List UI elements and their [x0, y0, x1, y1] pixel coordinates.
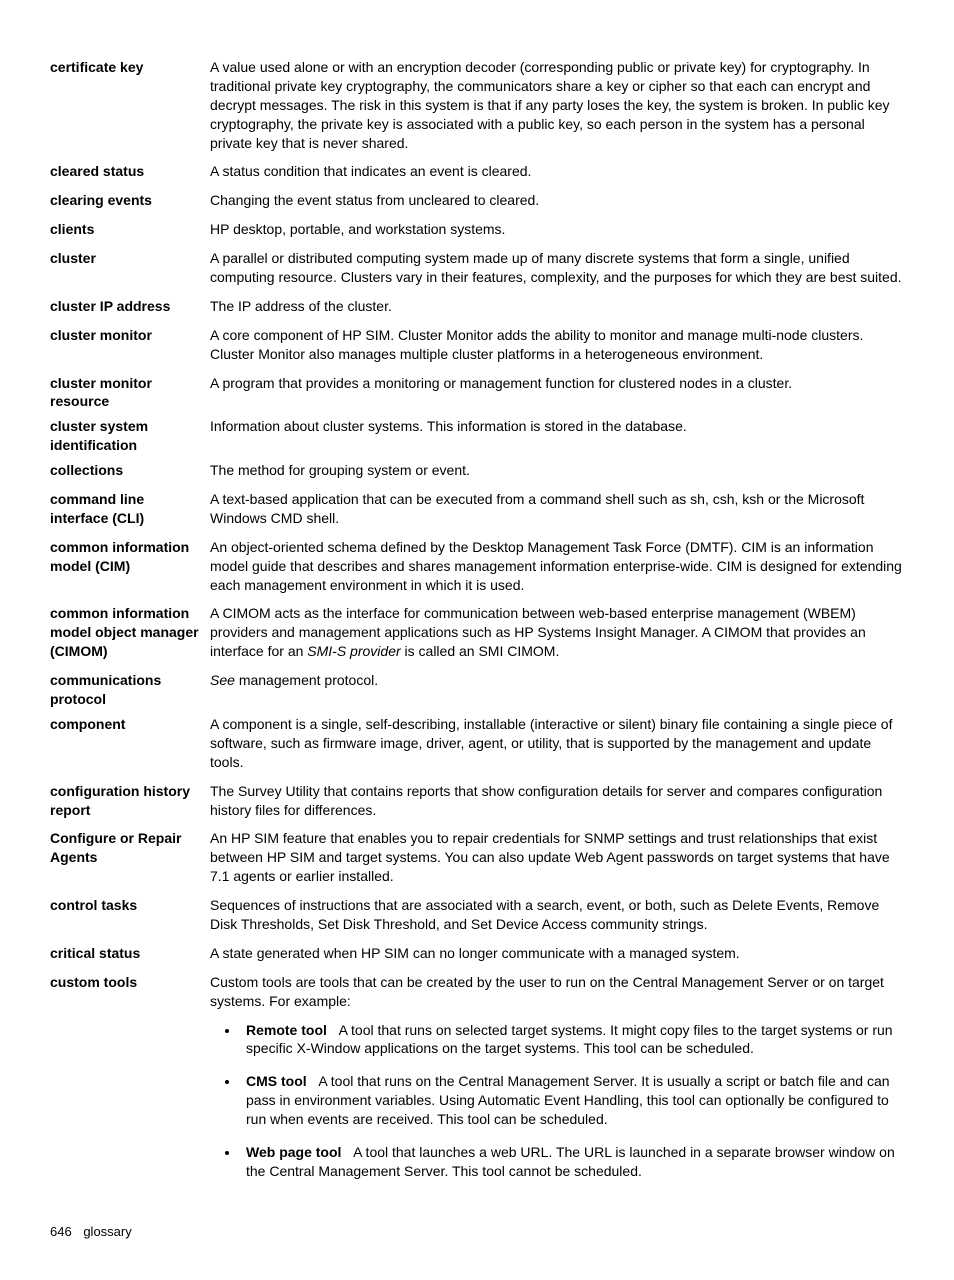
glossary-definition: A value used alone or with an encryption… [210, 58, 904, 156]
definition-text: The method for grouping system or event. [210, 461, 904, 480]
bullet-lead: CMS tool [246, 1073, 307, 1089]
page-number: 646 [50, 1223, 72, 1241]
bullet-text: A tool that runs on the Central Manageme… [246, 1073, 890, 1127]
bullet-list: Remote tool A tool that runs on selected… [210, 1021, 904, 1181]
definition-text: A text-based application that can be exe… [210, 490, 904, 528]
glossary-term: control tasks [50, 896, 210, 915]
definition-text: A status condition that indicates an eve… [210, 162, 904, 181]
bullet-text: A tool that runs on selected target syst… [246, 1022, 893, 1057]
see-label: See [210, 672, 235, 688]
glossary-entry: control tasksSequences of instructions t… [50, 896, 904, 938]
glossary-definition: The IP address of the cluster. [210, 297, 904, 320]
see-target: management protocol. [239, 672, 378, 688]
glossary-definition: Information about cluster systems. This … [210, 417, 904, 440]
glossary-term: communications protocol [50, 671, 210, 709]
bullet-item: CMS tool A tool that runs on the Central… [240, 1072, 904, 1129]
glossary-entry: common information model (CIM)An object-… [50, 538, 904, 599]
glossary-definition: HP desktop, portable, and workstation sy… [210, 220, 904, 243]
glossary-definition: An HP SIM feature that enables you to re… [210, 829, 904, 890]
glossary-term: Configure or Repair Agents [50, 829, 210, 867]
inline-link[interactable]: SMI-S provider [307, 643, 400, 659]
glossary-entry: configuration history reportThe Survey U… [50, 782, 904, 824]
glossary-definition: Custom tools are tools that can be creat… [210, 973, 904, 1195]
glossary-definition: Sequences of instructions that are assoc… [210, 896, 904, 938]
definition-text-post: is called an SMI CIMOM. [401, 643, 560, 659]
glossary-definition: A CIMOM acts as the interface for commun… [210, 604, 904, 665]
glossary-term: cluster monitor resource [50, 374, 210, 412]
definition-text: A state generated when HP SIM can no lon… [210, 944, 904, 963]
glossary-term: cluster [50, 249, 210, 268]
glossary-term: certificate key [50, 58, 210, 77]
definition-text: An HP SIM feature that enables you to re… [210, 829, 904, 886]
glossary-entry: collectionsThe method for grouping syste… [50, 461, 904, 484]
bullet-lead: Remote tool [246, 1022, 327, 1038]
glossary-definition: A parallel or distributed computing syst… [210, 249, 904, 291]
glossary-entry: cluster monitor resourceA program that p… [50, 374, 904, 412]
glossary-definition: A text-based application that can be exe… [210, 490, 904, 532]
glossary-definition: A core component of HP SIM. Cluster Moni… [210, 326, 904, 368]
glossary-term: common information model object manager … [50, 604, 210, 661]
glossary-term: clients [50, 220, 210, 239]
glossary-entry: componentA component is a single, self-d… [50, 715, 904, 776]
glossary-entry: cluster system identificationInformation… [50, 417, 904, 455]
glossary-term: critical status [50, 944, 210, 963]
glossary-term: collections [50, 461, 210, 480]
definition-text: A value used alone or with an encryption… [210, 58, 904, 152]
glossary-term: cluster system identification [50, 417, 210, 455]
glossary-definition: A component is a single, self-describing… [210, 715, 904, 776]
bullet-item: Web page tool A tool that launches a web… [240, 1143, 904, 1181]
glossary-entry: clientsHP desktop, portable, and worksta… [50, 220, 904, 243]
definition-text: A component is a single, self-describing… [210, 715, 904, 772]
glossary-definition: A program that provides a monitoring or … [210, 374, 904, 397]
glossary-entry: communications protocolSee management pr… [50, 671, 904, 709]
glossary-entry: custom toolsCustom tools are tools that … [50, 973, 904, 1195]
glossary-entry: cluster IP addressThe IP address of the … [50, 297, 904, 320]
glossary-entry: certificate keyA value used alone or wit… [50, 58, 904, 156]
definition-text: HP desktop, portable, and workstation sy… [210, 220, 904, 239]
definition-text: An object-oriented schema defined by the… [210, 538, 904, 595]
glossary-definition: A status condition that indicates an eve… [210, 162, 904, 185]
glossary-entry: clusterA parallel or distributed computi… [50, 249, 904, 291]
definition-text: A parallel or distributed computing syst… [210, 249, 904, 287]
glossary-entry: critical statusA state generated when HP… [50, 944, 904, 967]
glossary-definition: Changing the event status from uncleared… [210, 191, 904, 214]
definition-text: Custom tools are tools that can be creat… [210, 973, 904, 1011]
glossary-term: configuration history report [50, 782, 210, 820]
glossary-entry: Configure or Repair AgentsAn HP SIM feat… [50, 829, 904, 890]
glossary-term: command line interface (CLI) [50, 490, 210, 528]
glossary-term: cluster monitor [50, 326, 210, 345]
glossary-entry: cleared statusA status condition that in… [50, 162, 904, 185]
definition-text: Information about cluster systems. This … [210, 417, 904, 436]
definition-text: A program that provides a monitoring or … [210, 374, 904, 393]
glossary-definition: See management protocol. [210, 671, 904, 694]
glossary-term: cleared status [50, 162, 210, 181]
glossary-definition: A state generated when HP SIM can no lon… [210, 944, 904, 967]
glossary-term: clearing events [50, 191, 210, 210]
page-footer: 646 glossary [50, 1223, 904, 1241]
definition-text: The Survey Utility that contains reports… [210, 782, 904, 820]
glossary-definition: An object-oriented schema defined by the… [210, 538, 904, 599]
definition-text: A core component of HP SIM. Cluster Moni… [210, 326, 904, 364]
bullet-text: A tool that launches a web URL. The URL … [246, 1144, 895, 1179]
definition-text: Sequences of instructions that are assoc… [210, 896, 904, 934]
glossary-entry: common information model object manager … [50, 604, 904, 665]
bullet-lead: Web page tool [246, 1144, 341, 1160]
glossary-list: certificate keyA value used alone or wit… [50, 58, 904, 1195]
glossary-entry: clearing eventsChanging the event status… [50, 191, 904, 214]
glossary-term: common information model (CIM) [50, 538, 210, 576]
glossary-entry: cluster monitorA core component of HP SI… [50, 326, 904, 368]
glossary-definition: The method for grouping system or event. [210, 461, 904, 484]
glossary-term: cluster IP address [50, 297, 210, 316]
glossary-term: component [50, 715, 210, 734]
glossary-definition: The Survey Utility that contains reports… [210, 782, 904, 824]
glossary-term: custom tools [50, 973, 210, 992]
definition-text: Changing the event status from uncleared… [210, 191, 904, 210]
glossary-entry: command line interface (CLI)A text-based… [50, 490, 904, 532]
footer-section: glossary [83, 1224, 131, 1239]
definition-text: The IP address of the cluster. [210, 297, 904, 316]
bullet-item: Remote tool A tool that runs on selected… [240, 1021, 904, 1059]
